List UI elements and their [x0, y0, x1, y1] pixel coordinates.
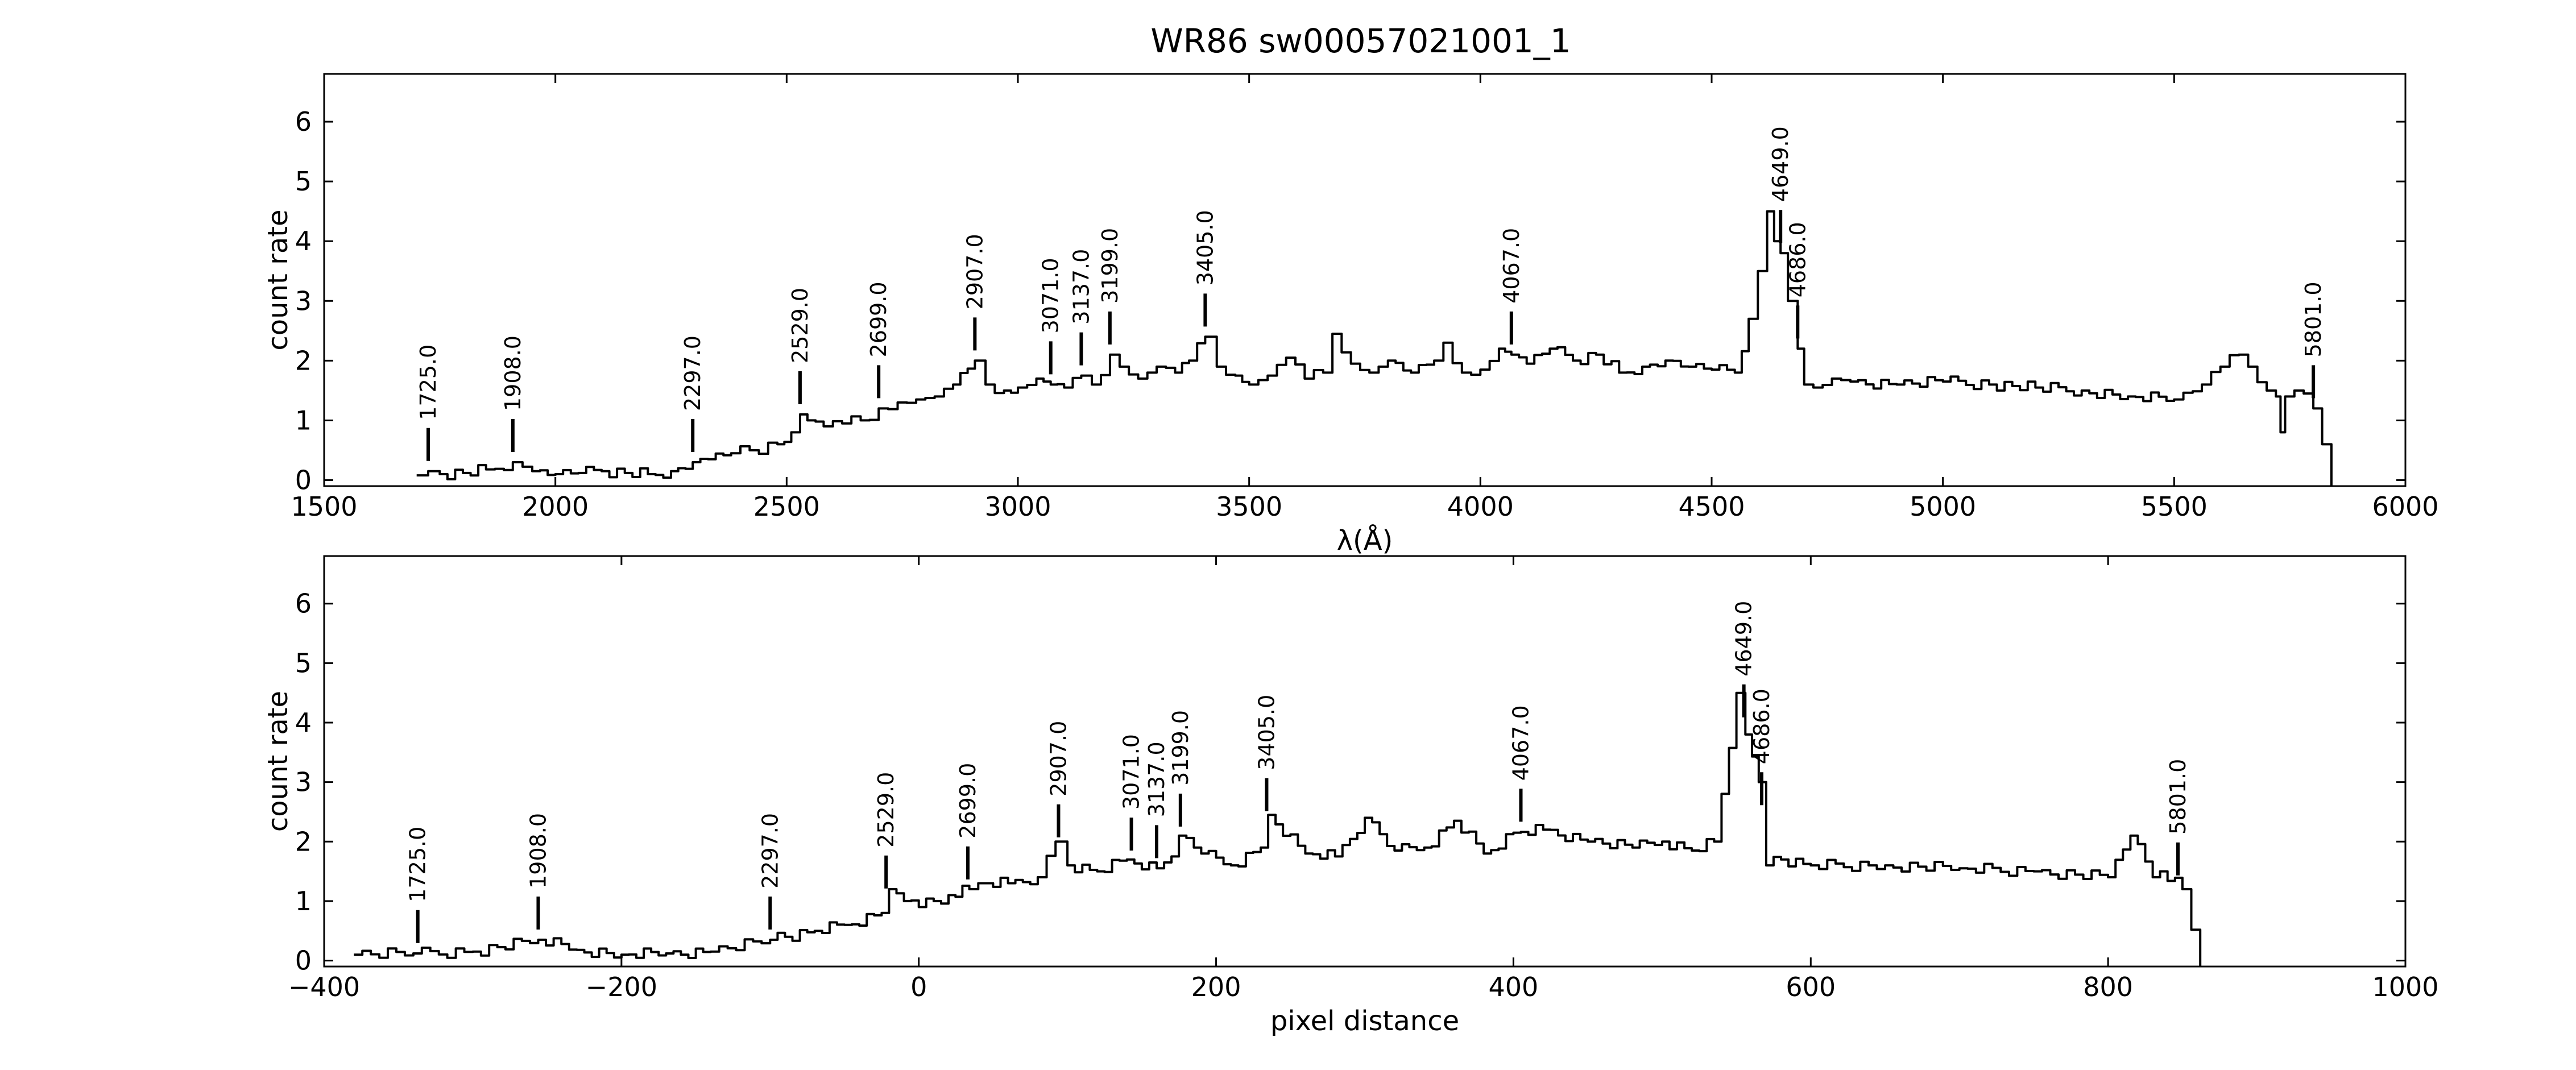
line-marker-label: 4067.0 [1499, 228, 1524, 304]
tick-label: 6 [295, 106, 312, 137]
line-marker-label: 4649.0 [1732, 601, 1757, 677]
tick-label: 1500 [291, 491, 357, 522]
line-marker-label: 2699.0 [866, 281, 891, 357]
pixel-distance-panel: −400 −200 0 200 400 600 800 1000 0 1 2 3 4 5 6 pixel di… [262, 555, 2439, 1037]
line-marker-label: 5801.0 [2301, 281, 2326, 357]
tick-label: 2 [295, 345, 312, 376]
tick-label: 200 [1191, 972, 1241, 1002]
line-marker-label: 2907.0 [962, 234, 987, 309]
tick-label: −200 [586, 972, 657, 1002]
tick-label: 5 [295, 166, 312, 197]
tick-label: 3500 [1216, 491, 1282, 522]
tick-label: 0 [295, 945, 312, 976]
tick-label: 400 [1489, 972, 1539, 1002]
tick-label: 4000 [1447, 491, 1514, 522]
tick-label: 1000 [2372, 972, 2438, 1002]
line-marker-label: 2297.0 [680, 335, 705, 411]
tick-label: 800 [2083, 972, 2133, 1002]
line-marker-label: 1908.0 [500, 335, 525, 411]
tick-label: 0 [910, 972, 927, 1002]
tick-label: 0 [295, 465, 312, 495]
line-marker-label: 2529.0 [873, 772, 898, 848]
line-marker-label: 3137.0 [1144, 741, 1169, 817]
line-marker-label: 4649.0 [1768, 126, 1793, 202]
line-marker-label: 4686.0 [1785, 222, 1810, 297]
line-marker-label: 4067.0 [1509, 705, 1534, 781]
line-marker-label: 1725.0 [405, 827, 430, 902]
plot-frame [323, 555, 2407, 968]
y-axis-label: count rate [262, 209, 294, 350]
tick-label: 5500 [2141, 491, 2208, 522]
line-marker-label: 1725.0 [416, 345, 441, 420]
line-marker-label: 4686.0 [1749, 689, 1774, 764]
tick-label: 3 [295, 767, 312, 798]
tick-label: 4 [295, 707, 312, 738]
tick-label: 6 [295, 588, 312, 619]
y-axis-label: count rate [262, 691, 294, 832]
line-marker-label: 2907.0 [1046, 721, 1071, 797]
line-marker-label: 2529.0 [788, 288, 813, 363]
spectrum-line [354, 691, 2202, 967]
tick-label: 5000 [1910, 491, 1976, 522]
tick-label: 2500 [753, 491, 820, 522]
tick-label: 4 [295, 226, 312, 256]
tick-label: 3 [295, 285, 312, 316]
line-marker-label: 1908.0 [526, 813, 551, 889]
spectrum-line [416, 210, 2333, 486]
tick-label: 6000 [2372, 491, 2438, 522]
line-marker-label: 3137.0 [1068, 249, 1094, 325]
tick-label: 4500 [1678, 491, 1745, 522]
tick-label: 5 [295, 648, 312, 678]
line-marker-label: 3199.0 [1168, 710, 1193, 786]
tick-label: 3000 [984, 491, 1051, 522]
line-marker-label: 3405.0 [1254, 695, 1279, 770]
line-marker-label: 5801.0 [2165, 759, 2190, 835]
line-marker-label: 3071.0 [1119, 734, 1144, 810]
line-marker-label: 3405.0 [1192, 210, 1217, 285]
line-marker-label: 2297.0 [757, 813, 782, 889]
line-marker-label: 2699.0 [955, 763, 980, 839]
plot-frame [323, 73, 2407, 487]
x-axis-label: pixel distance [1270, 1005, 1459, 1037]
tick-label: −400 [288, 972, 360, 1002]
figure-title: WR86 sw00057021001_1 [1150, 22, 1571, 60]
line-marker-label: 3071.0 [1038, 258, 1063, 333]
tick-label: 2 [295, 826, 312, 857]
x-axis-label: λ(Å) [1337, 524, 1393, 557]
tick-label: 2000 [522, 491, 589, 522]
tick-label: 1 [295, 405, 312, 436]
tick-label: 600 [1786, 972, 1836, 1002]
wavelength-panel: 1500 2000 2500 3000 3500 4000 4500 5000 5500 6000… [262, 73, 2439, 557]
line-marker-label: 3199.0 [1098, 228, 1123, 304]
tick-label: 1 [295, 886, 312, 916]
